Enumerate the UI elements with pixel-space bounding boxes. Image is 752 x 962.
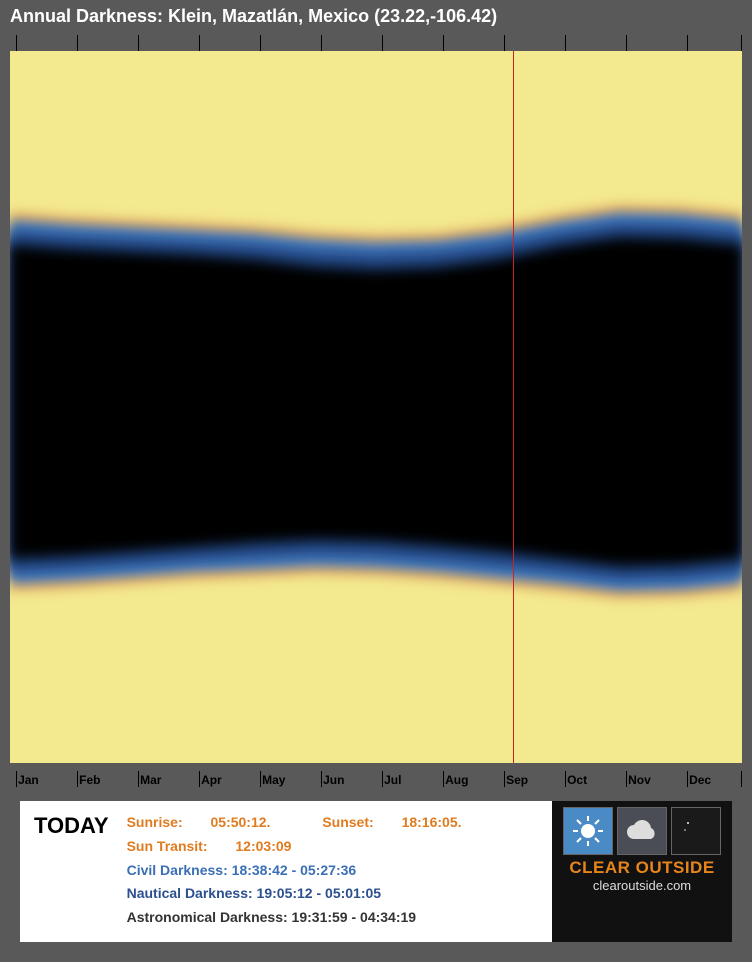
tick-row-top <box>10 35 742 51</box>
sunrise-label: Sunrise: <box>127 814 183 830</box>
sun-icon <box>563 807 613 855</box>
month-label: Aug <box>445 773 468 787</box>
month-label: Jul <box>384 773 401 787</box>
civil-label: Civil Darkness: <box>127 862 228 878</box>
civil-row: Civil Darkness: 18:38:42 - 05:27:36 <box>127 859 538 883</box>
month-labels: Jan Feb Mar Apr May Jun Jul Aug Sep Oct Nov Dec <box>10 771 742 787</box>
month-label: Nov <box>628 773 651 787</box>
sun-row: Sunrise: 05:50:12. Sunset: 18:16:05. Sun… <box>127 811 538 859</box>
clear-outside-logo[interactable]: CLEAR OUTSIDE clearoutside.com <box>552 801 732 942</box>
logo-icons <box>563 807 721 855</box>
month-label: May <box>262 773 285 787</box>
month-label: Apr <box>201 773 222 787</box>
root: Annual Darkness: Klein, Mazatlán, Mexico… <box>0 0 752 962</box>
month-label: Sep <box>506 773 528 787</box>
month-label: Dec <box>689 773 711 787</box>
astro-label: Astronomical Darkness: <box>127 909 288 925</box>
today-box: TODAY Sunrise: 05:50:12. Sunset: 18:16:0… <box>20 801 552 942</box>
civil-value: 18:38:42 - 05:27:36 <box>232 862 357 878</box>
astro-value: 19:31:59 - 04:34:19 <box>292 909 417 925</box>
transit-value: 12:03:09 <box>235 838 291 854</box>
sunset-label: Sunset: <box>322 814 373 830</box>
astro-row: Astronomical Darkness: 19:31:59 - 04:34:… <box>127 906 538 930</box>
plot-area <box>10 51 742 763</box>
logo-text-2: clearoutside.com <box>593 878 691 893</box>
logo-text-1: CLEAR OUTSIDE <box>569 858 714 878</box>
page-title: Annual Darkness: Klein, Mazatlán, Mexico… <box>0 0 752 35</box>
naut-value: 19:05:12 - 05:01:05 <box>257 885 382 901</box>
month-label: Mar <box>140 773 161 787</box>
today-data: Sunrise: 05:50:12. Sunset: 18:16:05. Sun… <box>127 811 538 930</box>
today-heading: TODAY <box>34 811 127 930</box>
naut-label: Nautical Darkness: <box>127 885 253 901</box>
moon-icon <box>671 807 721 855</box>
footer: TODAY Sunrise: 05:50:12. Sunset: 18:16:0… <box>0 791 752 962</box>
sunrise-value: 05:50:12. <box>211 814 271 830</box>
month-label: Jan <box>18 773 39 787</box>
cloud-icon <box>617 807 667 855</box>
today-marker-line <box>513 51 514 763</box>
annual-darkness-chart: Jan Feb Mar Apr May Jun Jul Aug Sep Oct Nov Dec <box>10 35 742 787</box>
transit-label: Sun Transit: <box>127 838 208 854</box>
sunset-value: 18:16:05. <box>402 814 462 830</box>
month-label: Oct <box>567 773 587 787</box>
chart-wrap: Jan Feb Mar Apr May Jun Jul Aug Sep Oct Nov Dec <box>0 35 752 791</box>
month-label: Feb <box>79 773 100 787</box>
darkness-bands-svg <box>10 51 742 763</box>
month-label: Jun <box>323 773 344 787</box>
naut-row: Nautical Darkness: 19:05:12 - 05:01:05 <box>127 882 538 906</box>
